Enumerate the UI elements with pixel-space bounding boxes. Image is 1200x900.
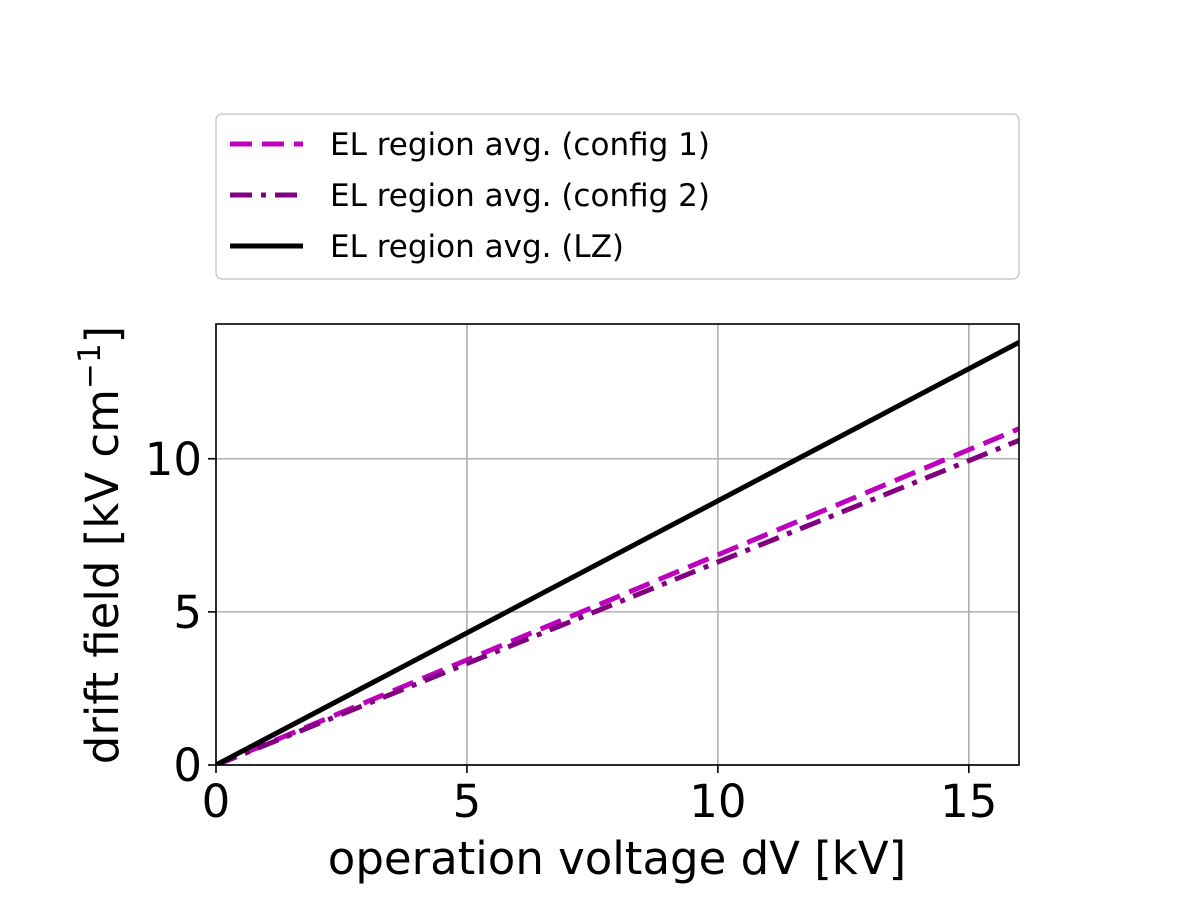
x-tick-label: 0 — [202, 775, 231, 828]
x-tick-label: 10 — [689, 775, 746, 828]
series-group — [216, 340, 1019, 765]
axes-frame — [215, 323, 1020, 766]
y-axis-label-main: drift field [kV cm — [76, 389, 129, 764]
legend-label-2: EL region avg. (config 2) — [330, 178, 710, 214]
ticks: 0 5 10 15 0 5 10 — [145, 433, 998, 828]
legend: EL region avg. (config 1) EL region avg. … — [215, 113, 1020, 280]
legend-label-3: EL region avg. (LZ) — [330, 229, 624, 265]
series-line-2 — [216, 438, 1019, 765]
x-tick-label: 15 — [940, 775, 997, 828]
x-tick-label: 5 — [453, 775, 482, 828]
x-axis-label: operation voltage dV [kV] — [328, 832, 906, 885]
legend-frame — [215, 113, 1020, 280]
y-tick-label: 5 — [173, 586, 202, 639]
y-axis-label: drift field [kV cm−1] — [72, 326, 129, 765]
series-line-3 — [216, 340, 1019, 765]
y-tick-label: 0 — [173, 739, 202, 792]
y-tick-label: 10 — [145, 433, 202, 486]
legend-label-1: EL region avg. (config 1) — [330, 127, 710, 163]
y-axis-label-superscript: −1 — [72, 343, 108, 389]
plot-area: 0 5 10 15 0 5 10 — [145, 323, 1020, 828]
y-axis-label-close: ] — [76, 326, 129, 344]
